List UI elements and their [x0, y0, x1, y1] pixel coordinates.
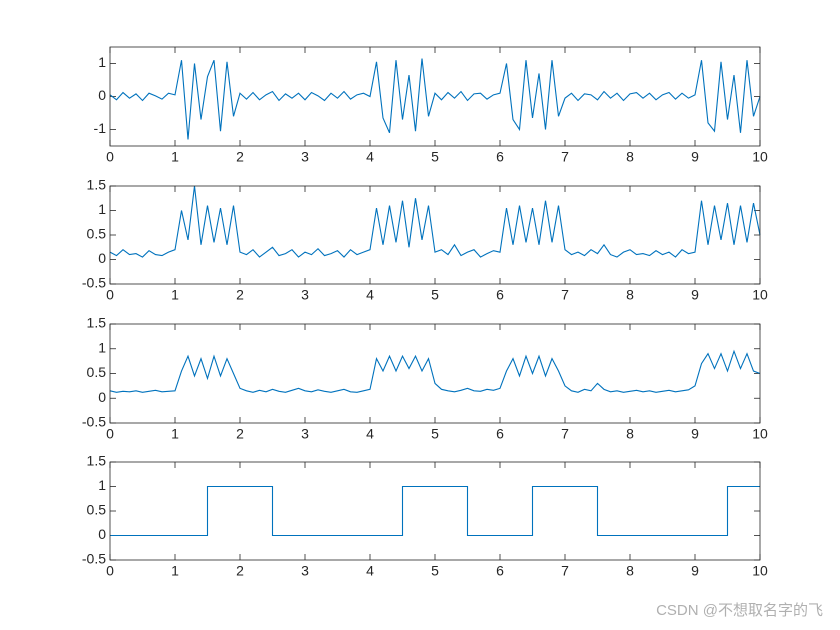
- y-tick-label: 0: [98, 87, 106, 103]
- x-tick-label: 2: [236, 426, 244, 442]
- x-tick-label: 7: [561, 563, 569, 579]
- x-tick-label: 7: [561, 149, 569, 165]
- x-tick-label: 6: [496, 149, 504, 165]
- y-tick-label: 1.5: [87, 453, 107, 469]
- y-tick-label: 0: [98, 526, 106, 542]
- x-tick-label: 8: [626, 287, 634, 303]
- axes-box: [109, 461, 761, 561]
- x-tick-label: 7: [561, 287, 569, 303]
- x-tick-label: 6: [496, 287, 504, 303]
- y-tick-label: 1.5: [87, 315, 107, 331]
- axes-background: [110, 47, 760, 146]
- y-tick-label: 1: [98, 201, 106, 217]
- x-tick-label: 0: [106, 426, 114, 442]
- y-tick-label: -1: [94, 120, 107, 136]
- line-series: [109, 58, 761, 140]
- axes-background: [110, 324, 760, 423]
- x-tick-label: 3: [301, 426, 309, 442]
- y-tick-label: -0.5: [82, 414, 106, 430]
- x-tick-label: 9: [691, 426, 699, 442]
- y-tick-label: 0.5: [87, 364, 107, 380]
- x-tick-label: 0: [106, 287, 114, 303]
- x-tick-label: 5: [431, 426, 439, 442]
- x-tick-label: 10: [752, 563, 768, 579]
- x-tick-label: 2: [236, 287, 244, 303]
- y-tick-label: -0.5: [82, 275, 106, 291]
- y-tick-label: 1.5: [87, 177, 107, 193]
- line-series: [109, 349, 761, 393]
- y-tick-label: 1: [98, 54, 106, 70]
- x-tick-label: 6: [496, 426, 504, 442]
- y-tick-label: 1: [98, 477, 106, 493]
- axes-background: [110, 462, 760, 560]
- x-tick-label: 1: [171, 426, 179, 442]
- x-tick-label: 8: [626, 426, 634, 442]
- x-tick-label: 9: [691, 563, 699, 579]
- x-tick-label: 8: [626, 563, 634, 579]
- x-tick-label: 1: [171, 563, 179, 579]
- x-tick-label: 9: [691, 287, 699, 303]
- watermark: CSDN @不想取名字的飞: [656, 602, 823, 619]
- x-tick-label: 6: [496, 563, 504, 579]
- y-tick-label: 0.5: [87, 226, 107, 242]
- x-tick-label: 5: [431, 563, 439, 579]
- x-tick-label: 3: [301, 563, 309, 579]
- x-tick-label: 2: [236, 563, 244, 579]
- x-tick-label: 5: [431, 149, 439, 165]
- x-tick-label: 3: [301, 287, 309, 303]
- axes-background: [110, 186, 760, 284]
- x-tick-label: 5: [431, 287, 439, 303]
- x-tick-label: 0: [106, 149, 114, 165]
- y-tick-label: -0.5: [82, 551, 106, 567]
- axes-box: [109, 323, 761, 424]
- y-tick-label: 0.5: [87, 502, 107, 518]
- axes-box: [109, 46, 761, 147]
- x-tick-label: 4: [366, 563, 374, 579]
- x-tick-label: 10: [752, 149, 768, 165]
- x-tick-label: 4: [366, 426, 374, 442]
- x-tick-label: 2: [236, 149, 244, 165]
- x-tick-label: 1: [171, 287, 179, 303]
- x-tick-label: 3: [301, 149, 309, 165]
- x-tick-label: 1: [171, 149, 179, 165]
- y-tick-label: 0: [98, 389, 106, 405]
- axes-box: [109, 185, 761, 285]
- y-tick-label: 0: [98, 250, 106, 266]
- x-tick-label: 0: [106, 563, 114, 579]
- x-tick-label: 10: [752, 426, 768, 442]
- x-tick-label: 9: [691, 149, 699, 165]
- x-tick-label: 4: [366, 149, 374, 165]
- x-tick-label: 4: [366, 287, 374, 303]
- line-series: [109, 185, 761, 258]
- x-tick-label: 10: [752, 287, 768, 303]
- x-tick-label: 7: [561, 426, 569, 442]
- y-tick-label: 1: [98, 339, 106, 355]
- line-series: [110, 485, 760, 537]
- x-tick-label: 8: [626, 149, 634, 165]
